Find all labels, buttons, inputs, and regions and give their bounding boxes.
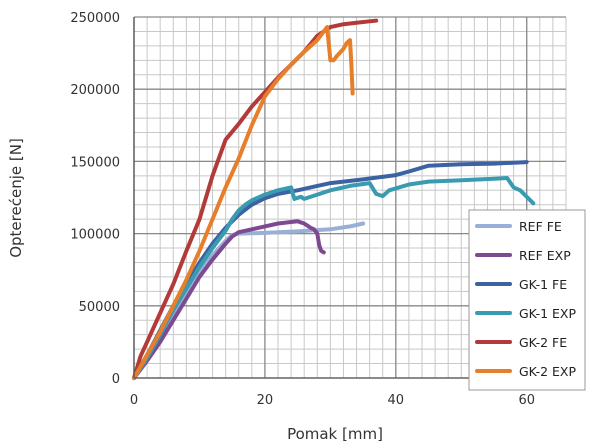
y-tick-label: 50000	[79, 300, 120, 315]
legend-label: GK-1 EXP	[519, 306, 576, 321]
y-tick-label: 150000	[70, 155, 120, 170]
y-tick-label: 250000	[70, 11, 120, 26]
y-axis-title: Opterećenje [N]	[7, 138, 25, 258]
legend-label: GK-1 FE	[519, 277, 567, 292]
series-lines	[132, 18, 536, 380]
legend-label: REF EXP	[519, 248, 571, 263]
y-tick-label: 100000	[70, 228, 120, 243]
x-tick-label: 0	[130, 393, 138, 408]
legend-label: GK-2 FE	[519, 335, 567, 350]
legend: REF FE REF EXP GK-1 FE GK-1 EXP GK-2 FE GK-2 …	[468, 209, 586, 391]
legend-box	[468, 209, 586, 391]
x-axis-title: Pomak [mm]	[287, 425, 383, 443]
series-line	[132, 176, 536, 380]
series-line	[132, 25, 355, 380]
x-tick-label: 40	[388, 393, 405, 408]
series-line	[132, 219, 326, 380]
y-tick-label: 200000	[70, 83, 120, 98]
x-tick-label: 60	[518, 393, 535, 408]
tick-labels: 0 20 40 60 0 50000 100000 150000 200000 250000	[70, 11, 535, 408]
y-tick-label: 0	[112, 372, 120, 387]
legend-label: REF FE	[519, 219, 562, 234]
series-line	[132, 18, 379, 380]
legend-label: GK-2 EXP	[519, 364, 576, 379]
x-tick-label: 20	[257, 393, 274, 408]
